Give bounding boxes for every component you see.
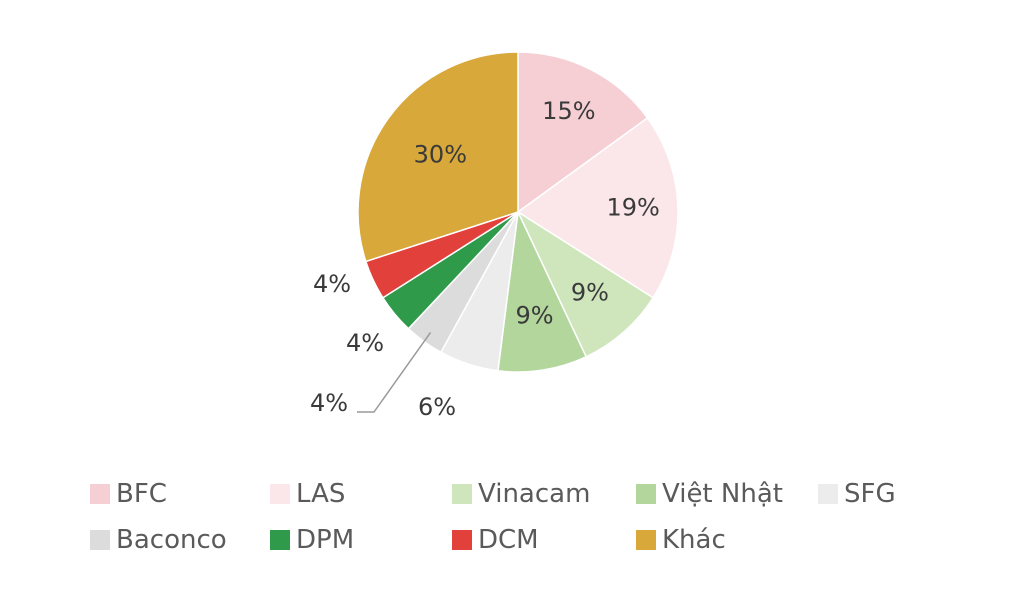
legend-swatch (90, 530, 110, 550)
pie-slice-bfc (517, 51, 649, 214)
legend-item-dcm: DCM (452, 520, 539, 560)
legend-item-viet-nhat: Việt Nhật (636, 474, 783, 514)
pie-slice-las (516, 116, 679, 299)
legend-swatch (270, 484, 290, 504)
legend-label: Vinacam (478, 479, 591, 509)
legend-label: Khác (662, 525, 726, 555)
pie-labels: 15% 19% 9% 9% 6% 4% 4% 4% 30% (310, 97, 660, 421)
pie-slice-khac (357, 51, 519, 263)
slice-label-baconco: 4% (310, 389, 348, 417)
legend-item-baconco: Baconco (90, 520, 227, 560)
legend-label: BFC (116, 479, 167, 509)
leader-line-baconco (357, 331, 432, 413)
legend-item-las: LAS (270, 474, 345, 514)
slice-label-vinacam: 9% (571, 279, 609, 307)
legend-label: SFG (844, 479, 896, 509)
legend-swatch (452, 530, 472, 550)
legend-item-sfg: SFG (818, 474, 896, 514)
legend-item-dpm: DPM (270, 520, 354, 560)
pie-slice-viet-nhat (497, 209, 588, 373)
legend-swatch (636, 484, 656, 504)
legend-swatch (270, 530, 290, 550)
slice-label-viet-nhat: 9% (515, 301, 553, 329)
slice-label-dcm: 4% (313, 270, 351, 298)
legend-item-bfc: BFC (90, 474, 167, 514)
legend-swatch (636, 530, 656, 550)
legend-label: LAS (296, 479, 346, 509)
slice-label-khac: 30% (414, 141, 467, 169)
legend-swatch (818, 484, 838, 504)
legend-item-khac: Khác (636, 520, 726, 560)
legend-item-vinacam: Vinacam (452, 474, 590, 514)
legend-label: Việt Nhật (662, 479, 783, 509)
slice-label-las: 19% (606, 193, 659, 221)
legend-label: DPM (296, 525, 355, 555)
slice-label-bfc: 15% (542, 97, 595, 125)
legend-label: Baconco (116, 525, 227, 555)
legend-label: DCM (478, 525, 539, 555)
slice-label-sfg: 6% (418, 393, 456, 421)
slice-label-dpm: 4% (346, 329, 384, 357)
legend-swatch (90, 484, 110, 504)
legend-swatch (452, 484, 472, 504)
pie-slice-vinacam (516, 209, 655, 358)
leader-lines (357, 331, 432, 413)
